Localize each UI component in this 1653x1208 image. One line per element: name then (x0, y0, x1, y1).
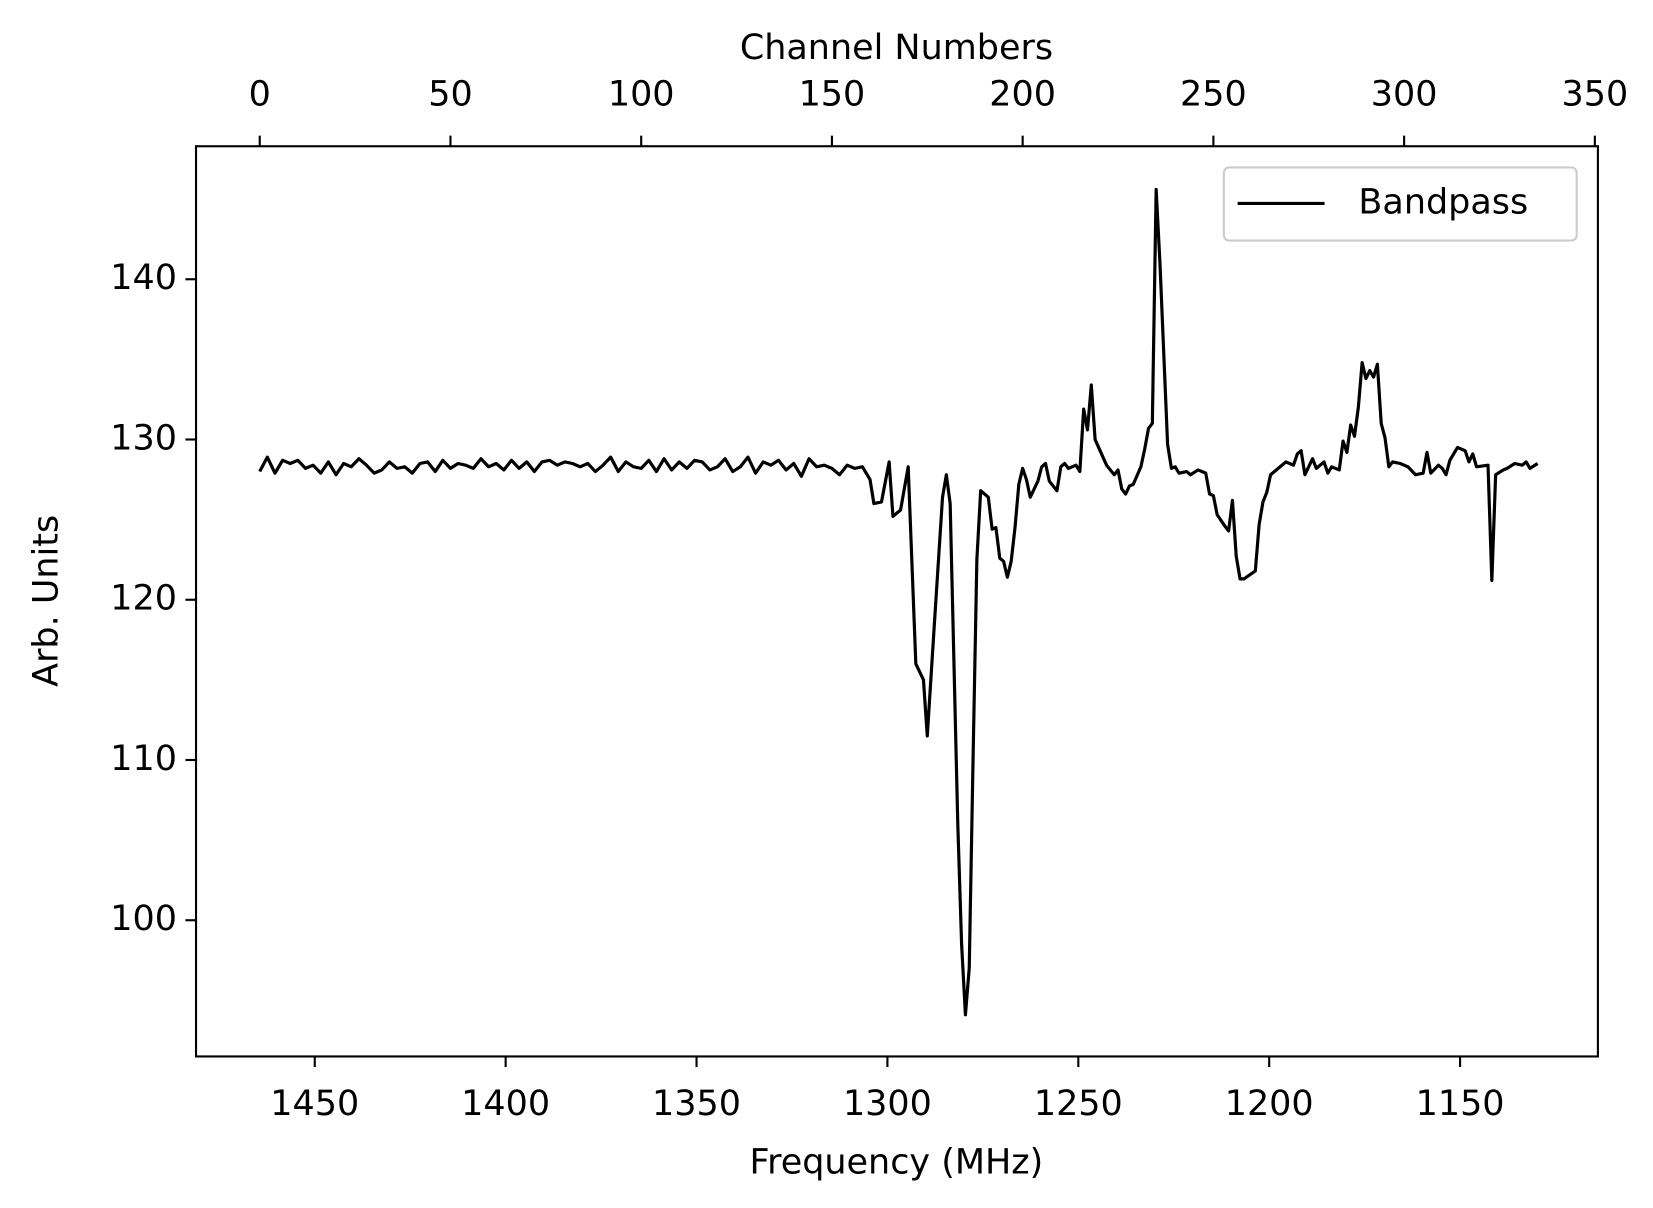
top-x-tick-label: 0 (249, 74, 271, 114)
y-tick-label: 130 (110, 419, 177, 459)
top-x-tick-label: 50 (428, 74, 472, 114)
x-tick-label: 1250 (1034, 1084, 1123, 1124)
top-x-tick-label: 200 (989, 74, 1056, 114)
top-x-tick-label: 250 (1180, 74, 1247, 114)
y-tick-label: 120 (110, 579, 177, 619)
y-tick-label: 140 (110, 258, 177, 298)
x-tick-label: 1450 (270, 1084, 359, 1124)
top-x-tick-label: 100 (608, 74, 675, 114)
x-axis-label: Frequency (MHz) (750, 1142, 1044, 1182)
top-x-tick-label: 300 (1371, 74, 1438, 114)
y-axis-label: Arb. Units (27, 515, 67, 687)
legend-box (1222, 166, 1578, 242)
x-tick-label: 1150 (1416, 1084, 1505, 1124)
top-axis-label: Channel Numbers (740, 28, 1053, 68)
top-x-tick-label: 350 (1561, 74, 1628, 114)
data-line (258, 187, 1539, 1017)
x-tick-label: 1400 (461, 1084, 550, 1124)
y-tick-label: 110 (110, 739, 177, 779)
x-tick-label: 1350 (652, 1084, 741, 1124)
top-x-tick-label: 150 (799, 74, 866, 114)
plot-frame (194, 145, 1599, 1058)
x-tick-label: 1200 (1225, 1084, 1314, 1124)
x-tick-label: 1300 (843, 1084, 932, 1124)
y-tick-label: 100 (110, 899, 177, 939)
legend-label: Bandpass (1358, 182, 1528, 222)
